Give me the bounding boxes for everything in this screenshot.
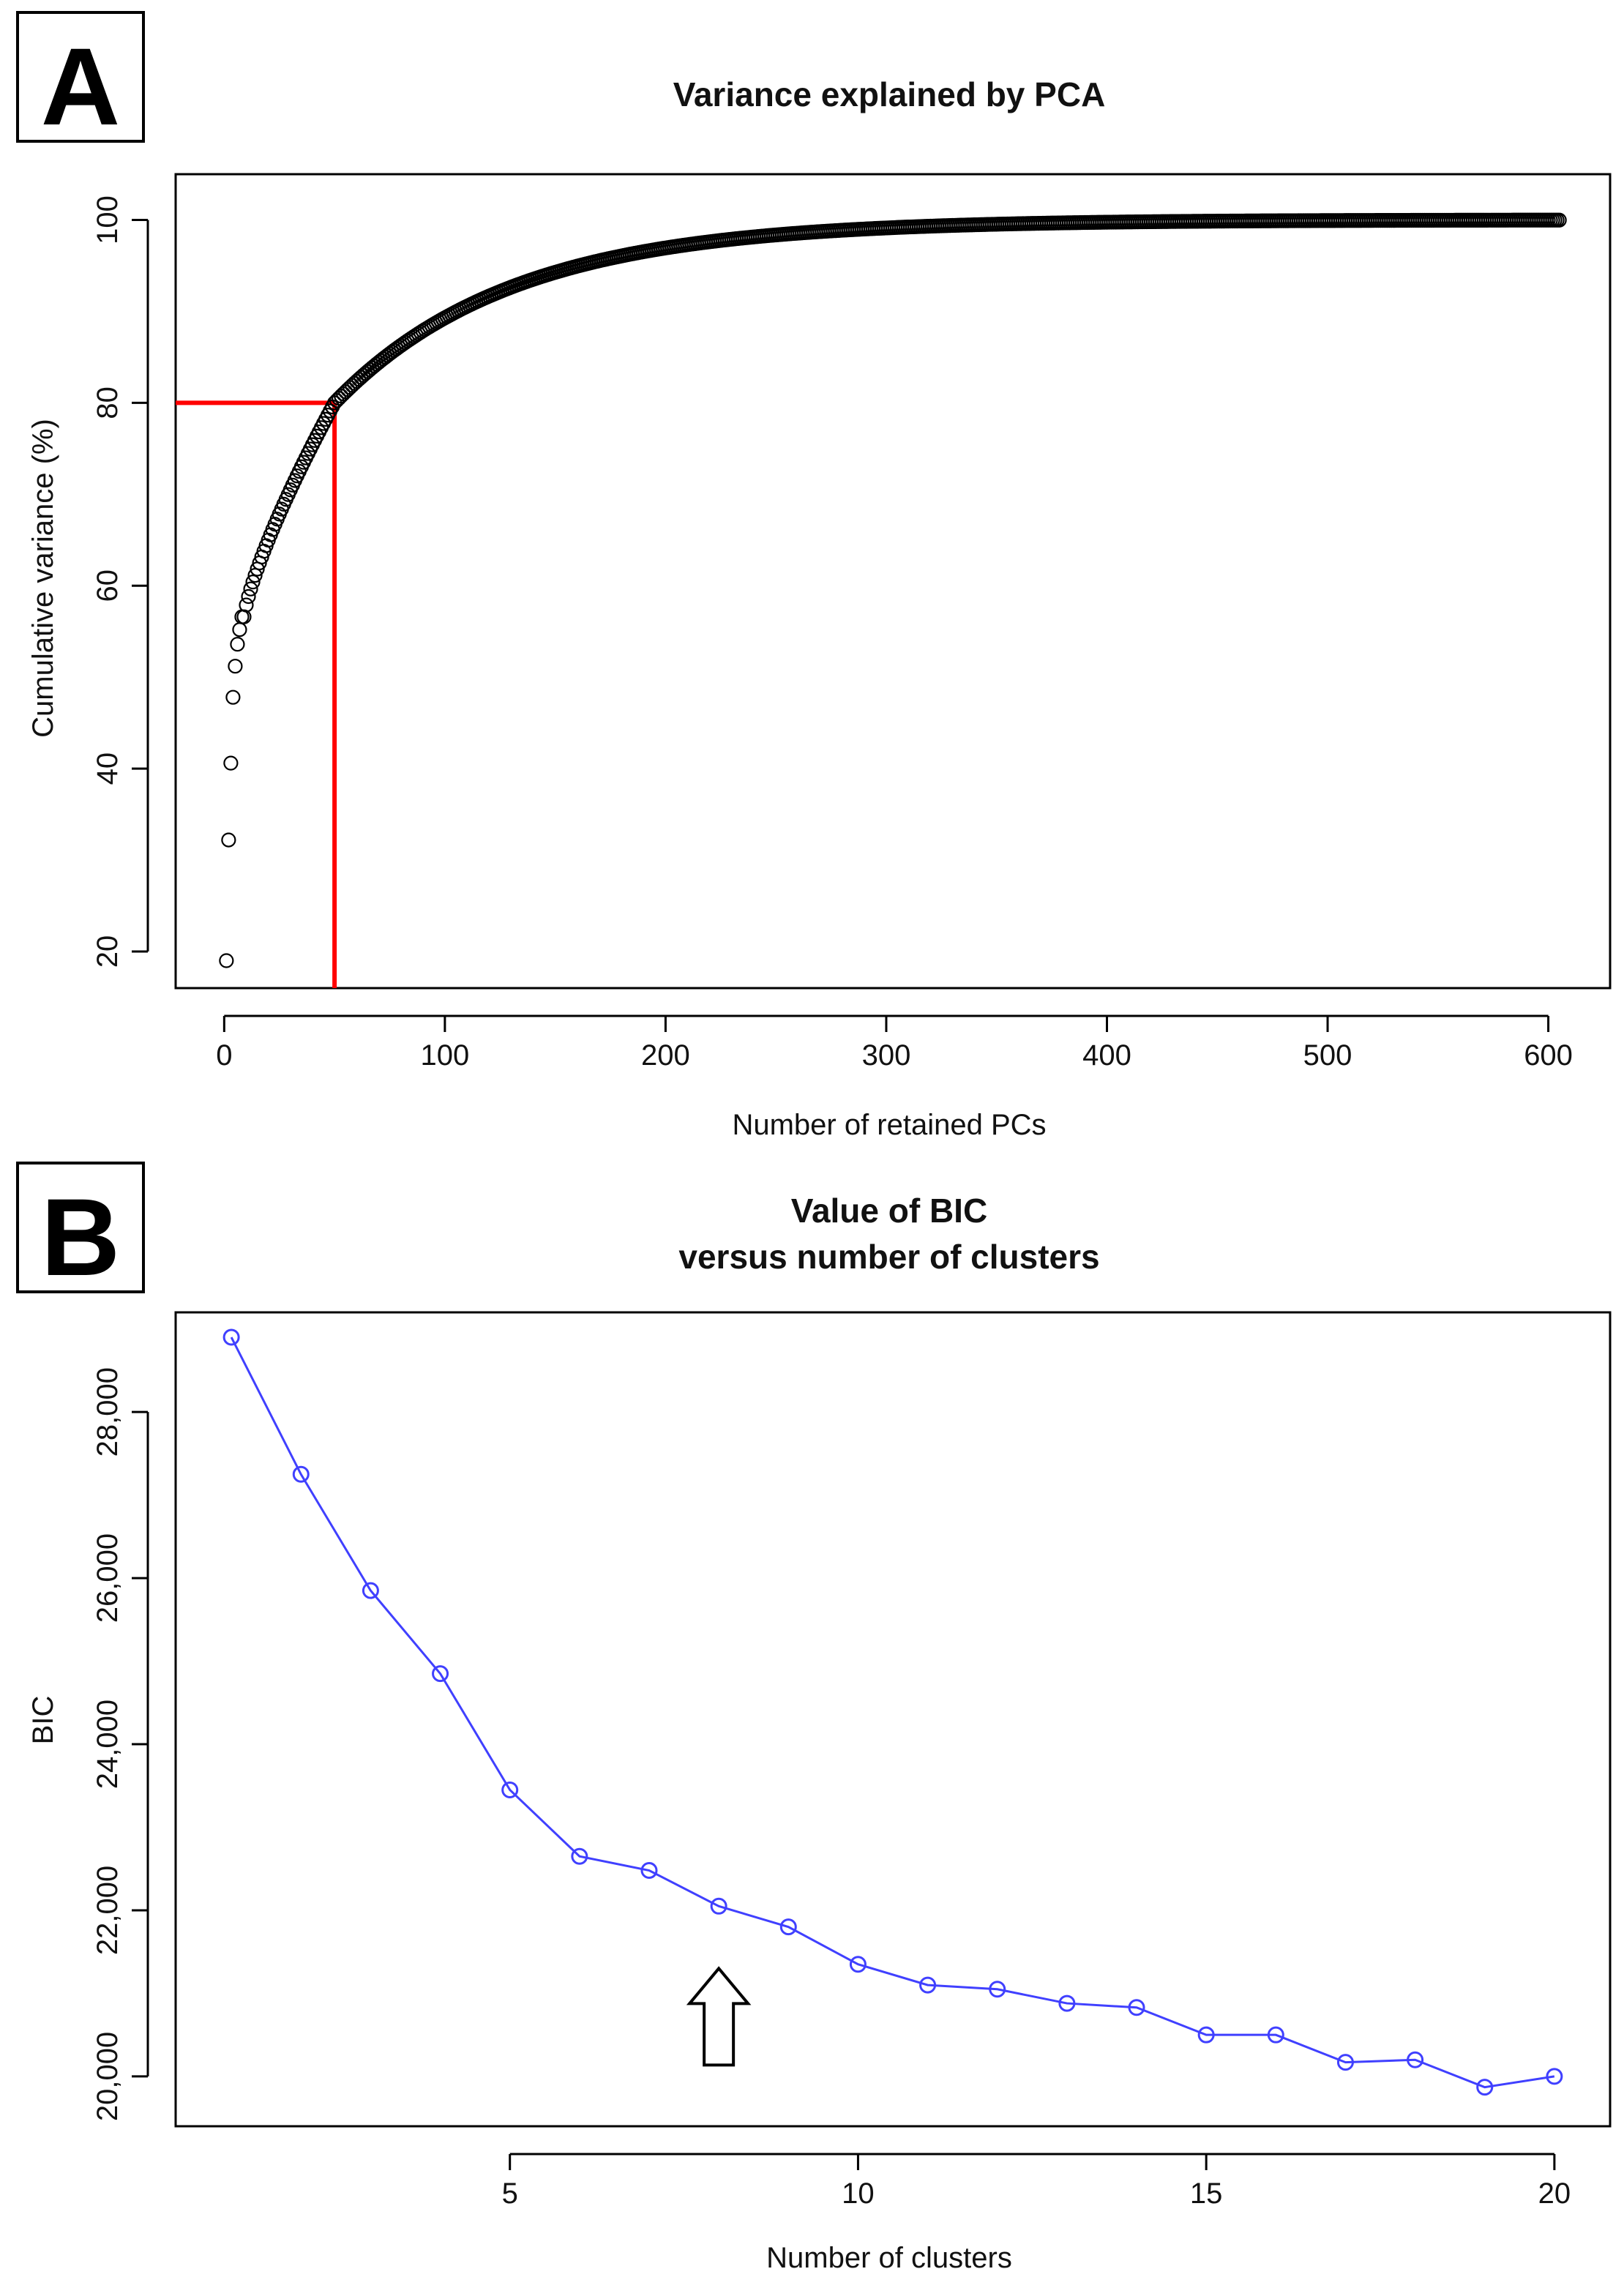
chart-a-x-tick-label: 300 [862, 1039, 911, 1072]
chart-a-point [225, 689, 241, 705]
chart-b-bic-point [1407, 2051, 1424, 2068]
chart-a-title: Variance explained by PCA [673, 75, 1106, 113]
chart-b-y-tick-label: 28,000 [91, 1367, 124, 1457]
chart-a-point [241, 588, 256, 605]
chart-a-ylabel: Cumulative variance (%) [27, 419, 59, 738]
chart-b-selected-k-arrow [686, 1966, 752, 2067]
chart-b-title-line1: Value of BIC [791, 1192, 987, 1230]
chart-b-y-axis: 20,000 22,000 24,000 26,000 28,000 [91, 1367, 149, 2121]
chart-b-bic-point [292, 1465, 310, 1483]
chart-a-y-tick-label: 40 [91, 752, 124, 785]
panel-b-label: B [16, 1162, 145, 1298]
chart-b-bic-point [1267, 2026, 1284, 2044]
chart-b-y-tick-label: 24,000 [91, 1700, 124, 1789]
pca-variance-chart: Variance explained by PCA Number of reta… [27, 75, 1612, 1141]
chart-b-bic-point [222, 1328, 240, 1346]
chart-a-y-tick-label: 20 [91, 935, 124, 968]
chart-b-bic-point [362, 1582, 379, 1599]
panel-a-label: A [16, 11, 145, 148]
chart-b-bic-point [1058, 1994, 1076, 2012]
chart-a-point [219, 953, 234, 968]
chart-a-point [228, 659, 243, 674]
chart-a-80pct-guide [176, 400, 337, 988]
chart-b-bic-point [779, 1918, 797, 1936]
chart-b-bic-point [1476, 2079, 1494, 2096]
chart-b-title-line2: versus number of clusters [678, 1238, 1099, 1276]
chart-a-y-tick-label: 80 [91, 386, 124, 419]
bic-chart: Value of BIC versus number of clusters N… [27, 1192, 1612, 2274]
chart-a-x-tick-label: 400 [1082, 1039, 1131, 1072]
chart-a-y-tick-label: 100 [91, 195, 124, 244]
chart-b-x-tick-label: 5 [502, 2177, 518, 2210]
chart-b-ylabel: BIC [27, 1696, 59, 1745]
svg-text:B: B [41, 1175, 120, 1298]
chart-a-x-tick-label: 200 [641, 1039, 690, 1072]
up-arrow-icon [686, 1966, 752, 2067]
chart-a-x-tick-label: 500 [1303, 1039, 1352, 1072]
chart-a-xlabel: Number of retained PCs [732, 1109, 1046, 1141]
chart-b-y-tick-label: 20,000 [91, 2032, 124, 2121]
chart-a-x-tick-label: 100 [421, 1039, 470, 1072]
chart-a-point [245, 575, 261, 590]
chart-a-point [1552, 212, 1567, 228]
svg-text:A: A [41, 25, 120, 148]
chart-b-x-tick-label: 20 [1538, 2177, 1571, 2210]
chart-a-plot-frame [174, 173, 1612, 990]
chart-b-bic-point [919, 1976, 937, 1994]
chart-b-y-tick-label: 26,000 [91, 1533, 124, 1623]
chart-b-bic-series [222, 1328, 1563, 2096]
chart-a-y-tick-label: 60 [91, 569, 124, 602]
chart-a-point [230, 637, 245, 652]
chart-b-plot-frame [174, 1311, 1612, 2128]
chart-a-point [243, 581, 258, 597]
chart-b-bic-point [989, 1981, 1006, 1998]
chart-a-point [221, 832, 236, 848]
chart-a-point [223, 755, 239, 771]
chart-b-x-tick-label: 15 [1190, 2177, 1223, 2210]
chart-a-x-tick-label: 0 [216, 1039, 232, 1072]
chart-a-point [239, 597, 254, 613]
chart-a-x-axis: 0 100 200 300 400 500 600 [216, 1014, 1573, 1072]
chart-b-x-axis: 5 10 15 20 [502, 2153, 1571, 2210]
chart-b-x-tick-label: 10 [842, 2177, 875, 2210]
chart-a-points [219, 212, 1567, 968]
chart-b-xlabel: Number of clusters [766, 2242, 1012, 2274]
chart-b-bic-point [1128, 1999, 1145, 2016]
chart-b-bic-point [640, 1862, 658, 1880]
chart-b-bic-point [1546, 2068, 1563, 2085]
chart-b-bic-point [1336, 2054, 1354, 2071]
chart-b-bic-point [432, 1665, 449, 1683]
chart-b-y-tick-label: 22,000 [91, 1866, 124, 1955]
chart-b-bic-point [501, 1781, 519, 1798]
chart-b-bic-line [230, 1336, 1555, 2089]
chart-a-x-tick-label: 600 [1524, 1039, 1573, 1072]
chart-b-bic-point [1197, 2026, 1215, 2044]
chart-a-point [232, 622, 247, 638]
chart-a-point [236, 609, 252, 624]
chart-a-y-axis: 20 40 60 80 100 [91, 195, 149, 968]
chart-b-bic-point [571, 1847, 588, 1865]
chart-b-bic-point [849, 1956, 867, 1973]
chart-b-bic-point [710, 1897, 727, 1915]
